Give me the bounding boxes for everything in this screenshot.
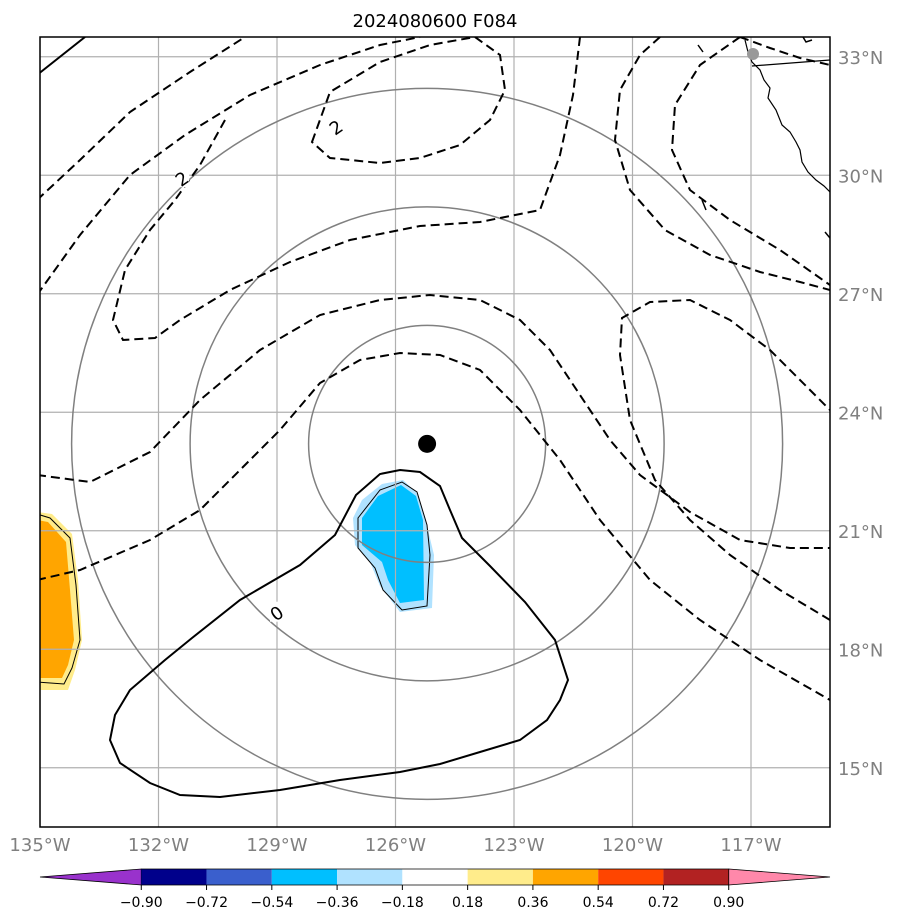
colorbar: −0.90 −0.72 −0.54 −0.36 −0.18 0.18 0.36 0.54 0.7…: [39, 868, 831, 911]
coast-fragment-2: [802, 37, 813, 43]
range-ring: [189, 206, 665, 682]
neg-contour-line: [357, 481, 431, 611]
lat-tick-label: 21°N: [838, 522, 883, 543]
dashed-contour-5: [40, 293, 830, 549]
colorbar-tick-label: 0.90: [713, 895, 744, 911]
coast-fragment-3: [824, 231, 830, 239]
map-background: [40, 37, 830, 827]
lon-tick-label: 126°W: [365, 835, 426, 856]
lon-tick-label: 120°W: [602, 835, 663, 856]
colorbar-tick-label: −0.36: [316, 895, 359, 911]
colorbar-tick-label: −0.18: [381, 895, 424, 911]
colorbar-bin: [663, 869, 729, 885]
lon-tick-label: 117°W: [720, 835, 781, 856]
contour-labels: 220: [172, 115, 347, 626]
coastline: [744, 39, 830, 193]
city-marker: [747, 48, 759, 60]
colorbar-tick-label: −0.72: [185, 895, 228, 911]
dashed-contour-2: [40, 37, 421, 293]
colorbar-bin: [337, 869, 403, 885]
blue-shading: [362, 485, 424, 603]
lat-tick-label: 33°N: [838, 48, 883, 69]
border-line: [751, 59, 830, 67]
longitude-tick-labels: 135°W 132°W 129°W 126°W 123°W 120°W 117°W: [9, 835, 781, 856]
colorbar-outline: [141, 868, 729, 886]
colorbar-under-extend: [39, 868, 142, 886]
lat-tick-label: 24°N: [838, 403, 883, 424]
colorbar-tick-label: −0.54: [250, 895, 293, 911]
map-frame: [39, 36, 831, 828]
map-panel: 220: [39, 36, 831, 828]
coast-fragment-4: [701, 199, 707, 211]
negative-anomaly-field: [353, 480, 434, 612]
colorbar-bin: [532, 869, 599, 885]
dashed-contour-1: [40, 37, 246, 199]
pos-contour-line: [40, 514, 81, 685]
latitude-tick-labels: 15°N 18°N 21°N 24°N 27°N 30°N 33°N: [838, 48, 883, 780]
dashed-contour-9: [670, 37, 830, 286]
dashed-contours: [40, 37, 830, 701]
figure-title: 2024080600 F084: [353, 11, 518, 32]
colorbar-bin: [271, 869, 338, 885]
range-rings: [70, 87, 784, 801]
lon-tick-label: 123°W: [483, 835, 544, 856]
contour-label-background: [329, 115, 344, 136]
lat-tick-label: 27°N: [838, 285, 883, 306]
contour-label-background: [175, 167, 190, 188]
dashed-contour-7: [618, 298, 830, 621]
range-ring: [307, 324, 547, 564]
contour-label-background: [270, 601, 284, 622]
colorbar-bin: [206, 869, 272, 885]
range-ring: [70, 87, 784, 801]
lat-tick-label: 15°N: [838, 759, 883, 780]
lon-tick-label: 129°W: [246, 835, 307, 856]
colorbar-bin: [402, 869, 468, 885]
colorbar-bin: [598, 869, 664, 885]
colorbar-bin: [467, 869, 533, 885]
lat-tick-label: 30°N: [838, 166, 883, 187]
dashed-contour-6: [40, 351, 830, 701]
colorbar-over-extend: [728, 868, 831, 886]
lon-tick-label: 132°W: [128, 835, 189, 856]
lat-tick-label: 18°N: [838, 640, 883, 661]
zero-contour: [108, 468, 570, 799]
positive-anomaly-field: [40, 512, 82, 690]
colorbar-tick-label: −0.90: [120, 895, 163, 911]
colorbar-tick-label: 0.72: [648, 895, 679, 911]
solid-contours: [40, 37, 570, 799]
coast-fragment-1: [697, 44, 704, 53]
colorbar-tick-label: 0.54: [583, 895, 614, 911]
dashed-contour-8: [613, 37, 830, 291]
lon-tick-label: 135°W: [9, 835, 70, 856]
colorbar-tick-label: 0.36: [517, 895, 548, 911]
storm-center-marker: [418, 434, 437, 453]
colorbar-bin: [141, 869, 207, 885]
corner-contour: [40, 37, 86, 74]
orange-shading: [40, 520, 74, 678]
colorbar-tick-label: 0.18: [452, 895, 483, 911]
dashed-contour-4: [111, 37, 581, 342]
